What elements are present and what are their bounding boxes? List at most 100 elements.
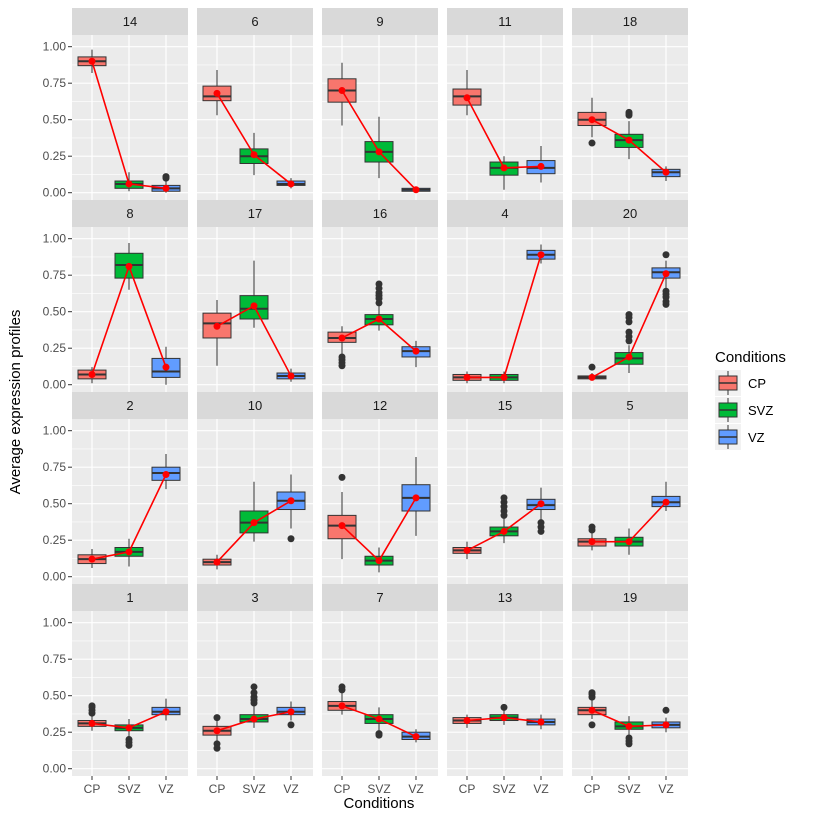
strip-label: 8 (126, 206, 133, 221)
mean-point (375, 715, 383, 723)
strip-background (72, 392, 188, 419)
outlier-point (625, 311, 633, 319)
facet-panel: 7 CP SVZ VZ (322, 584, 438, 796)
facet-panel: 9 (322, 8, 438, 200)
mean-point (588, 538, 596, 546)
strip-background (322, 392, 438, 419)
outlier-point (287, 535, 295, 543)
panel-background (72, 611, 188, 776)
strip-background (572, 8, 688, 35)
strip-label: 9 (376, 14, 383, 29)
facet-panel: 4 (447, 200, 563, 392)
mean-point (412, 347, 420, 355)
strip-label: 17 (248, 206, 262, 221)
y-tick-label: 1.00 (43, 424, 67, 438)
strip-background (447, 584, 563, 611)
mean-point (88, 555, 96, 563)
strip-label: 18 (623, 14, 637, 29)
strip-background (322, 584, 438, 611)
x-tick-label: CP (209, 782, 226, 796)
strip-label: 12 (373, 398, 387, 413)
mean-point (412, 186, 420, 194)
mean-point (375, 557, 383, 565)
mean-point (213, 322, 221, 330)
legend: Conditions CP SVZ VZ (715, 349, 786, 450)
legend-label: CP (748, 376, 766, 391)
facet-panels: 140.000.250.500.751.006 9 11 1880.000.250.5… (43, 8, 688, 796)
outlier-point (662, 706, 670, 714)
mean-point (625, 353, 633, 361)
mean-point (287, 497, 295, 505)
mean-point (500, 373, 508, 381)
outlier-point (662, 300, 670, 308)
y-axis-title: Average expression profiles (7, 310, 24, 495)
x-tick-label: SVZ (617, 782, 640, 796)
mean-point (537, 251, 545, 259)
mean-point (662, 498, 670, 506)
mean-point (588, 706, 596, 714)
strip-background (572, 392, 688, 419)
strip-background (572, 200, 688, 227)
strip-label: 20 (623, 206, 637, 221)
outlier-point (500, 494, 508, 502)
y-tick-label: 0.25 (43, 341, 67, 355)
facet-panel: 10 (197, 392, 313, 584)
mean-point (162, 470, 170, 478)
y-tick-label: 0.75 (43, 268, 67, 282)
y-tick-label: 0.00 (43, 186, 67, 200)
strip-label: 5 (626, 398, 633, 413)
mean-point (662, 270, 670, 278)
mean-point (588, 116, 596, 124)
mean-point (213, 89, 221, 97)
mean-point (375, 315, 383, 323)
panel-background (322, 611, 438, 776)
x-tick-label: CP (459, 782, 476, 796)
x-tick-label: CP (334, 782, 351, 796)
mean-point (250, 519, 258, 527)
facet-panel: 15 (447, 392, 563, 584)
outlier-point (625, 740, 633, 748)
y-tick-label: 0.00 (43, 762, 67, 776)
strip-label: 2 (126, 398, 133, 413)
outlier-point (588, 139, 596, 147)
mean-point (250, 151, 258, 159)
strip-background (322, 8, 438, 35)
y-tick-label: 0.25 (43, 725, 67, 739)
x-axis-title: Conditions (344, 795, 415, 812)
outlier-point (88, 702, 96, 710)
y-tick-label: 1.00 (43, 40, 67, 54)
mean-point (662, 168, 670, 176)
legend-item: SVZ (715, 397, 773, 423)
y-tick-label: 0.00 (43, 378, 67, 392)
facet-panel: 18 (572, 8, 688, 200)
facet-panel: 5 (572, 392, 688, 584)
mean-point (537, 500, 545, 508)
strip-background (447, 392, 563, 419)
outlier-point (338, 362, 346, 370)
mean-point (662, 721, 670, 729)
mean-point (463, 546, 471, 554)
mean-point (162, 708, 170, 716)
outlier-point (588, 363, 596, 371)
mean-point (338, 334, 346, 342)
strip-label: 19 (623, 590, 637, 605)
outlier-point (588, 689, 596, 697)
strip-background (72, 200, 188, 227)
mean-point (125, 724, 133, 732)
x-tick-label: VZ (283, 782, 298, 796)
outlier-point (500, 703, 508, 711)
x-tick-label: SVZ (367, 782, 390, 796)
mean-point (625, 722, 633, 730)
outlier-point (625, 108, 633, 116)
mean-point (412, 494, 420, 502)
mean-point (412, 733, 420, 741)
strip-background (197, 200, 313, 227)
y-tick-label: 0.75 (43, 652, 67, 666)
y-tick-label: 0.50 (43, 689, 67, 703)
mean-point (588, 373, 596, 381)
outlier-point (338, 473, 346, 481)
strip-background (72, 584, 188, 611)
facet-panel: 12 (322, 392, 438, 584)
y-tick-label: 0.50 (43, 305, 67, 319)
